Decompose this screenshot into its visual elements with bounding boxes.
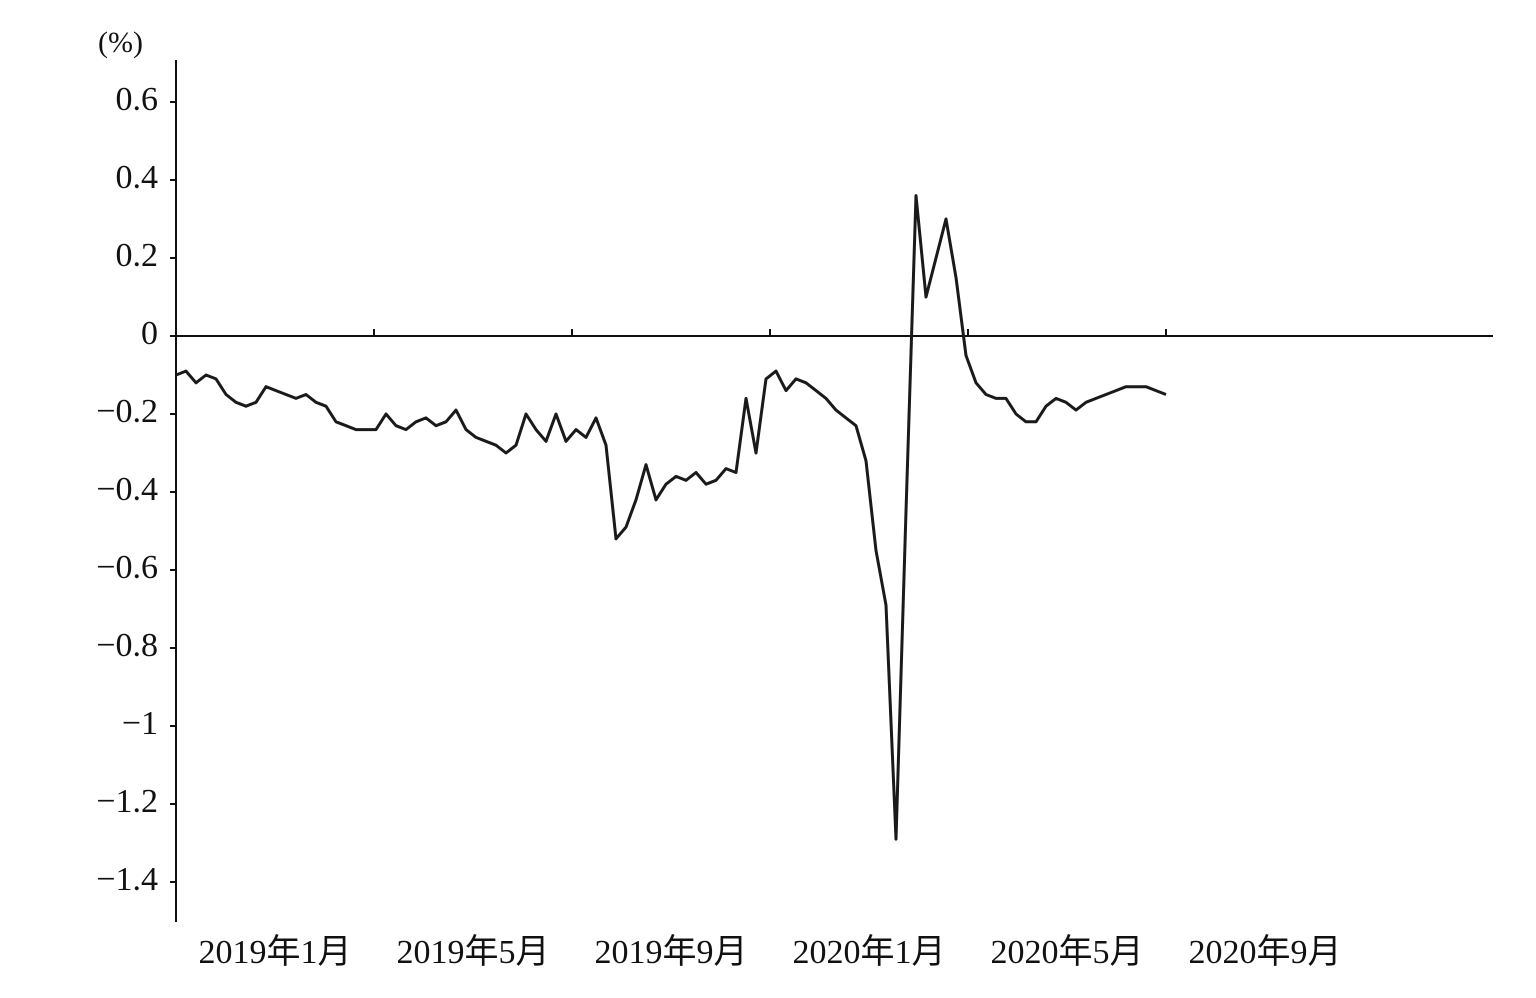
y-tick-label: −0.8 — [96, 627, 158, 664]
x-tick-label: 2019年5月 — [397, 933, 550, 971]
y-tick-label: −0.2 — [96, 393, 158, 430]
y-tick-label: −1.4 — [96, 861, 158, 898]
y-tick-label: 0.6 — [116, 81, 159, 118]
x-tick-label: 2020年5月 — [991, 933, 1144, 971]
x-tick-label: 2020年1月 — [793, 933, 946, 971]
x-tick-label: 2020年9月 — [1189, 933, 1342, 971]
x-tick-label: 2019年9月 — [595, 933, 748, 971]
y-tick-label: 0 — [141, 315, 158, 352]
y-tick-label: −1.2 — [96, 783, 158, 820]
y-tick-label: −1 — [122, 705, 158, 742]
data-line — [175, 194, 1167, 841]
x-tick-label: 2019年1月 — [199, 933, 352, 971]
y-tick-label: −0.6 — [96, 549, 158, 586]
y-tick-label: 0.2 — [116, 237, 159, 274]
y-tick-label: −0.4 — [96, 471, 158, 508]
y-tick-label: 0.4 — [116, 159, 159, 196]
unit-label: (%) — [98, 26, 143, 59]
